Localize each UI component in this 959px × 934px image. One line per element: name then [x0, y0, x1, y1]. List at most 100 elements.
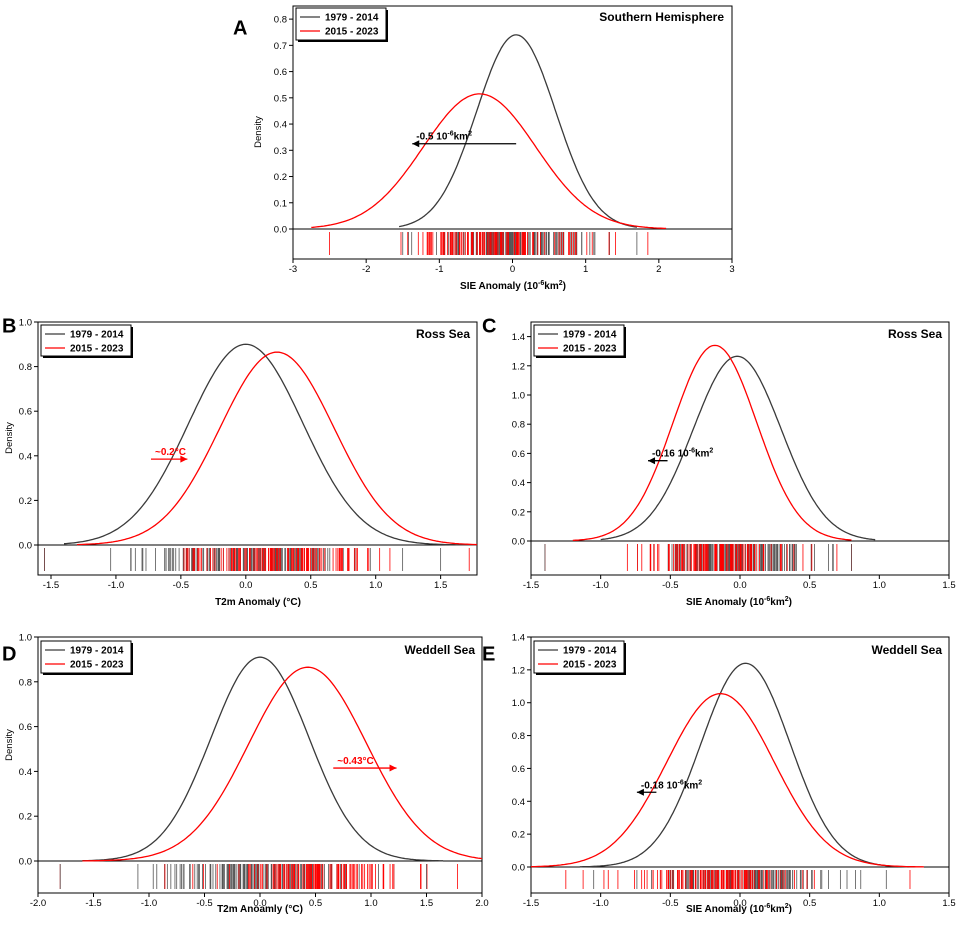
rug-strip — [565, 870, 911, 889]
legend-label: 2015 - 2023 — [563, 660, 617, 671]
x-tick-label: -1.5 — [43, 580, 59, 591]
shift-arrow-head — [180, 455, 188, 463]
density-line-2015-2023 — [572, 344, 852, 542]
x-axis-label: SIE Anomaly (10-6km2) — [460, 280, 566, 292]
panel-title: Southern Hemisphere — [599, 10, 724, 24]
y-axis-label: Density — [4, 729, 15, 761]
x-tick-label: -1.0 — [141, 898, 157, 909]
y-tick-label: 0.4 — [19, 451, 32, 462]
x-tick-label: -1.5 — [85, 898, 101, 909]
density-line-1979-2014 — [63, 343, 477, 546]
x-tick-label: -1.0 — [592, 898, 608, 909]
y-tick-label: 1.0 — [512, 698, 525, 709]
legend-label: 2015 - 2023 — [563, 344, 617, 355]
x-axis-label: T2m Anoamly (°C) — [217, 904, 303, 915]
y-tick-label: 0.8 — [274, 15, 287, 26]
legend-label: 1979 - 2014 — [70, 330, 124, 341]
x-tick-label: 0.5 — [803, 898, 816, 909]
shift-annotation-label: ~0.2°C — [155, 447, 186, 458]
y-tick-label: 1.4 — [512, 633, 525, 644]
legend-label: 2015 - 2023 — [325, 27, 379, 38]
y-tick-label: 0.2 — [19, 496, 32, 507]
x-tick-label: 0.0 — [253, 898, 266, 909]
y-tick-label: 0.2 — [512, 830, 525, 841]
panel-title: Ross Sea — [888, 327, 942, 341]
y-tick-label: 0.2 — [19, 812, 32, 823]
x-tick-label: -3 — [289, 264, 297, 275]
x-tick-label: 1.5 — [942, 580, 955, 591]
density-line-1979-2014 — [398, 34, 638, 228]
y-tick-label: 0.4 — [274, 120, 287, 131]
y-tick-label: 1.0 — [19, 318, 32, 329]
density-line-1979-2014 — [579, 662, 908, 868]
legend: 1979 - 2014 2015 - 2023 — [40, 324, 133, 358]
y-tick-label: 0.8 — [512, 731, 525, 742]
shift-arrow-head — [648, 457, 656, 465]
y-tick-label: 0.0 — [512, 537, 525, 548]
shift-annotation-label: ~0.43°C — [337, 756, 374, 767]
x-tick-label: 0.5 — [304, 580, 317, 591]
legend-box — [533, 324, 625, 357]
shift-arrow-head — [389, 764, 397, 772]
legend-label: 2015 - 2023 — [70, 344, 124, 355]
shift-annotation-label: -0.16 10-6km2 — [652, 448, 713, 460]
density-line-1979-2014 — [600, 355, 876, 541]
density-line-1979-2014 — [82, 656, 444, 862]
rug-strip — [44, 548, 470, 571]
x-axis-label: SIE Anomaly (10-6km2) — [686, 903, 792, 915]
y-tick-label: 0.6 — [512, 764, 525, 775]
x-tick-label: 1.5 — [434, 580, 447, 591]
legend-label: 2015 - 2023 — [70, 660, 124, 671]
rug-strip — [544, 544, 852, 571]
x-tick-label: 2.0 — [475, 898, 488, 909]
density-line-2015-2023 — [530, 693, 924, 868]
panel-b: 0.0 0.2 0.4 0.6 0.8 1.0 -1.5 -1.0 -0.5 0.0 0.5 1.0 1… — [2, 316, 478, 608]
x-tick-label: 1.0 — [364, 898, 377, 909]
y-tick-label: 0.0 — [512, 863, 525, 874]
legend-box — [295, 7, 387, 41]
panel-c: 0.0 0.2 0.4 0.6 0.8 1.0 1.2 1.4 -1.5 -1.0 -0.5 0.0 0… — [482, 316, 956, 608]
plot-frame — [37, 636, 483, 894]
rug-strip — [329, 232, 649, 255]
y-tick-label: 0.4 — [19, 767, 32, 778]
y-tick-label: 0.4 — [512, 797, 525, 808]
legend: 1979 - 2014 2015 - 2023 — [40, 640, 133, 675]
density-line-2015-2023 — [311, 93, 667, 230]
shift-annotation: -0.16 10-6km2 — [648, 448, 713, 465]
x-axis-label: SIE Anomaly (10-6km2) — [686, 596, 792, 608]
y-tick-label: 0.1 — [274, 198, 287, 209]
density-line-2015-2023 — [76, 351, 478, 546]
y-tick-label: 0.4 — [512, 478, 525, 489]
x-tick-label: 0.0 — [239, 580, 252, 591]
x-tick-label: -0.5 — [662, 580, 678, 591]
x-tick-label: 0.5 — [803, 580, 816, 591]
y-tick-label: 0.8 — [512, 420, 525, 431]
y-tick-label: 0.6 — [512, 449, 525, 460]
legend: 1979 - 2014 2015 - 2023 — [533, 324, 626, 358]
panel-letter: A — [233, 18, 247, 40]
legend-label: 1979 - 2014 — [563, 646, 617, 657]
x-tick-label: 0 — [510, 264, 515, 275]
legend: 1979 - 2014 2015 - 2023 — [295, 7, 388, 42]
x-tick-label: 1.5 — [420, 898, 433, 909]
y-tick-label: 0.0 — [19, 541, 32, 552]
y-axis-label: Density — [4, 422, 15, 454]
x-tick-label: -1 — [435, 264, 443, 275]
shift-annotation-label: -0.18 10-6km2 — [641, 779, 702, 791]
shift-annotation: -0.18 10-6km2 — [636, 779, 702, 796]
panel-e: 0.0 0.2 0.4 0.6 0.8 1.0 1.2 1.4 -1.5 -1.0 -0.5 0.0 0… — [482, 633, 956, 916]
density-line-2015-2023 — [82, 666, 483, 862]
plot-frame — [530, 636, 950, 894]
panel-letter: C — [482, 316, 496, 338]
y-tick-label: 0.0 — [274, 225, 287, 236]
x-tick-label: -1.0 — [592, 580, 608, 591]
shift-arrow-head — [636, 788, 644, 796]
legend-label: 1979 - 2014 — [563, 330, 617, 341]
x-tick-label: -1.5 — [523, 580, 539, 591]
panel-d: 0.0 0.2 0.4 0.6 0.8 1.0 -2.0 -1.5 -1.0 -0.5 0.0 0.5… — [2, 633, 489, 916]
y-tick-label: 0.8 — [19, 677, 32, 688]
plot-frame — [292, 5, 733, 260]
legend-label: 1979 - 2014 — [70, 646, 124, 657]
y-axis-label: Density — [253, 116, 264, 148]
